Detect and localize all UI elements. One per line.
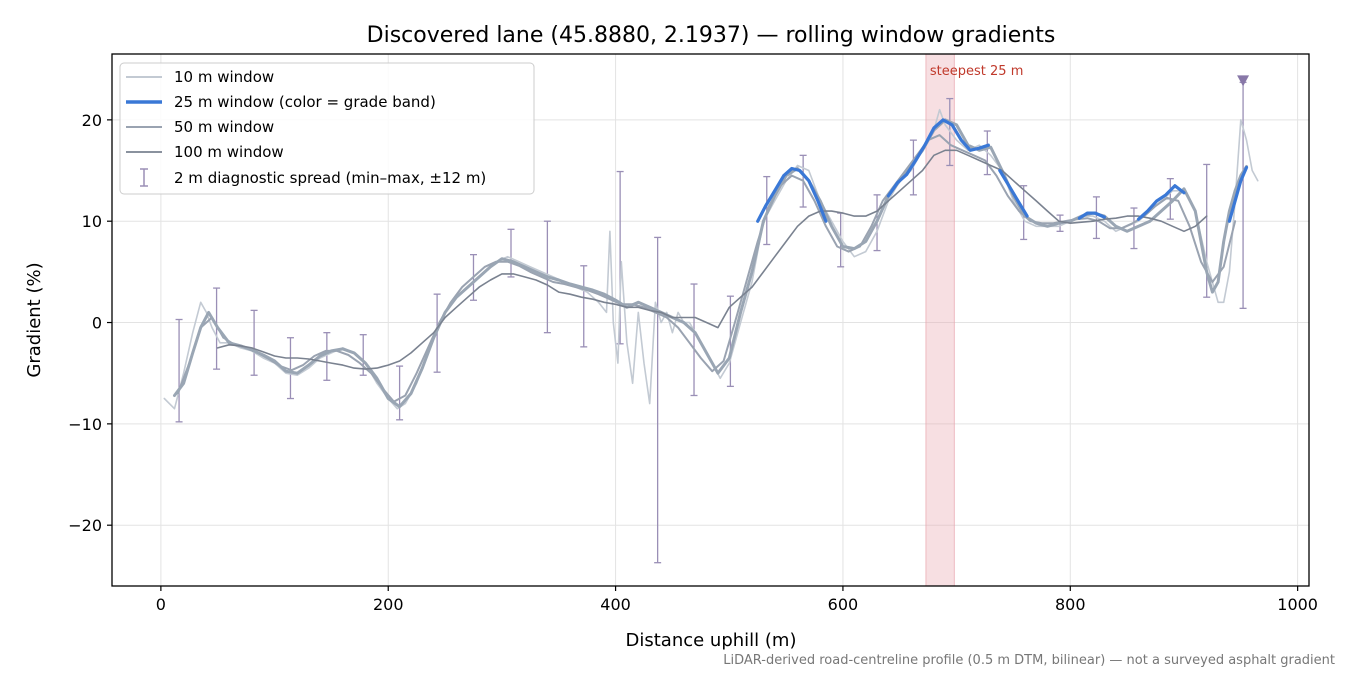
error-bars <box>175 81 1247 564</box>
legend: 10 m window 25 m window (color = grade b… <box>119 62 535 195</box>
grade-band-segment <box>1227 165 1249 223</box>
error-bar <box>580 265 588 348</box>
peak-marker-group <box>1237 75 1250 87</box>
error-bar <box>654 236 662 564</box>
y-tick-label: −10 <box>68 415 102 434</box>
x-tick-label: 200 <box>373 595 404 614</box>
grade-band-segment <box>998 168 1029 218</box>
legend-label-10m: 10 m window <box>174 68 274 86</box>
error-bar <box>213 287 221 370</box>
x-tick-label: 1000 <box>1277 595 1318 614</box>
peak-marker <box>1237 75 1250 87</box>
series-lines <box>163 108 1259 410</box>
y-tick-label: −20 <box>68 516 102 535</box>
y-tick-label: 0 <box>92 314 102 333</box>
error-bar <box>323 332 331 381</box>
grade-band-segment <box>756 166 828 223</box>
x-axis-label: Distance uphill (m) <box>626 630 797 651</box>
footnote: LiDAR-derived road-centreline profile (0… <box>723 653 1335 668</box>
grade-band-segment <box>886 118 990 198</box>
y-tick-label: 10 <box>82 212 102 231</box>
legend-box <box>119 62 535 195</box>
x-tick-label: 600 <box>828 595 859 614</box>
series-line-w100 <box>216 149 1208 370</box>
legend-label-errorbar: 2 m diagnostic spread (min–max, ±12 m) <box>174 169 486 187</box>
x-tick-label: 0 <box>156 595 166 614</box>
y-tick-label: 20 <box>82 111 102 130</box>
highlight-label: steepest 25 m <box>930 64 1023 79</box>
error-bar <box>175 318 183 423</box>
legend-label-50m: 50 m window <box>174 118 274 136</box>
axis-ticks: 0 200 400 600 800 1000 −20 −10 0 10 20 <box>68 111 1318 614</box>
plot-frame <box>111 53 1310 587</box>
error-bar <box>396 365 404 421</box>
error-bar <box>250 309 258 376</box>
chart-title: Discovered lane (45.8880, 2.1937) — roll… <box>367 23 1056 48</box>
y-axis-label: Gradient (%) <box>24 262 45 377</box>
x-tick-label: 400 <box>600 595 631 614</box>
error-bar <box>507 228 515 278</box>
legend-swatch-errorbar <box>140 168 148 187</box>
legend-label-100m: 100 m window <box>174 143 284 161</box>
error-bar <box>690 283 698 397</box>
grade-band-segment <box>1136 184 1186 221</box>
error-bar <box>286 337 294 400</box>
grade-band-segment <box>1077 211 1106 220</box>
gridlines <box>112 54 1309 586</box>
x-tick-label: 800 <box>1055 595 1086 614</box>
legend-label-25m: 25 m window (color = grade band) <box>174 93 436 111</box>
